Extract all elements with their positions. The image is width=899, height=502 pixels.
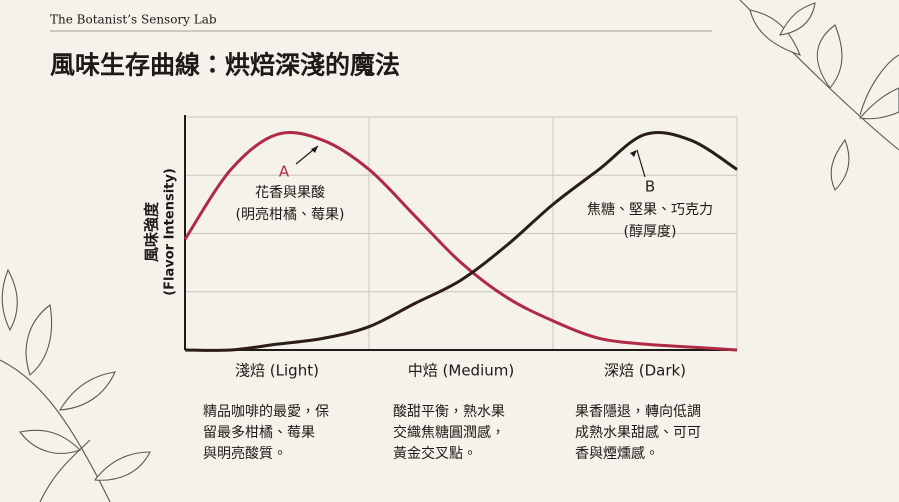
arrow-head bbox=[630, 150, 637, 157]
note-text: 香與煙燻感。 bbox=[575, 445, 659, 462]
annotation-label: A bbox=[279, 163, 290, 181]
series-line bbox=[183, 131, 738, 352]
header: The Botanist’s Sensory Lab bbox=[50, 13, 217, 27]
note-text: 果香隱退，轉向低調 bbox=[575, 404, 701, 420]
x-category-label: 淺焙 (Light) bbox=[235, 362, 319, 380]
note-text: 與明亮酸質。 bbox=[203, 445, 287, 462]
x-category-label: 中焙 (Medium) bbox=[408, 362, 514, 380]
y-axis-title-line: (Flavor Intensity) bbox=[163, 168, 178, 296]
x-category-label: 深焙 (Dark) bbox=[604, 362, 686, 380]
series-line bbox=[184, 131, 738, 352]
chart-title: 風味生存曲線：烘焙深淺的魔法 bbox=[50, 51, 400, 80]
note-text: 精品咖啡的最愛，保 bbox=[203, 404, 329, 420]
annotation-text: (明亮柑橘、莓果) bbox=[236, 206, 345, 223]
y-axis-title: 風味強度 (Flavor Intensity) bbox=[143, 168, 178, 296]
annotation-text: (醇厚度) bbox=[624, 224, 677, 240]
annotation-text: 焦糖、堅果、巧克力 bbox=[587, 201, 713, 218]
y-axis-title-line: 風味強度 bbox=[143, 201, 161, 262]
annotation-label: B bbox=[645, 178, 655, 196]
annotation-arrow bbox=[636, 149, 646, 178]
note-text: 留最多柑橘、莓果 bbox=[203, 425, 315, 441]
arrow-head bbox=[311, 146, 318, 153]
note-text: 黃金交叉點。 bbox=[393, 445, 477, 462]
note-text: 成熟水果甜感、可可 bbox=[575, 424, 701, 441]
note-text: 交織焦糖圓潤感， bbox=[393, 424, 505, 441]
note-text: 酸甜平衡，熟水果 bbox=[393, 404, 505, 420]
annotation-text: 花香與果酸 bbox=[255, 185, 325, 201]
